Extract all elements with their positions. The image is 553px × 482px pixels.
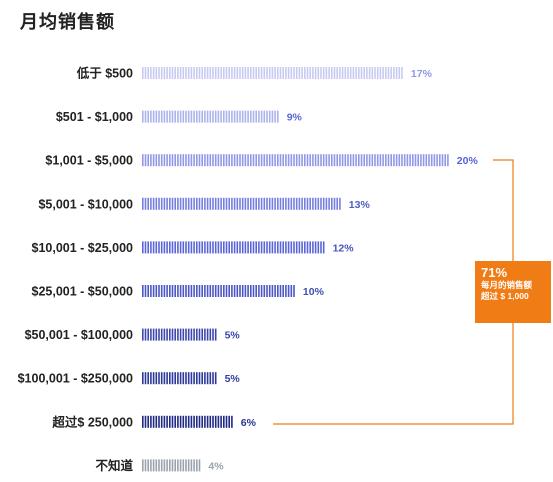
value-label: 17% (411, 68, 433, 80)
category-label: $10,001 - $25,000 (32, 241, 134, 255)
category-label: $25,001 - $50,000 (32, 285, 134, 299)
bar (142, 285, 295, 297)
category-label: $1,001 - $5,000 (45, 154, 133, 168)
value-label: 5% (225, 373, 241, 385)
bar (142, 154, 449, 167)
category-label: $501 - $1,000 (56, 110, 133, 124)
bar (142, 110, 279, 123)
category-label: $100,001 - $250,000 (18, 372, 133, 386)
value-label: 4% (208, 460, 224, 472)
value-label: 13% (349, 199, 371, 211)
bar (142, 241, 325, 254)
bar (142, 67, 403, 79)
callout-text: 每月的销售额超过 $ 1,000 (481, 280, 533, 301)
callout-box: 71% 每月的销售额超过 $ 1,000 (475, 261, 551, 323)
value-label: 6% (241, 417, 257, 429)
value-label: 5% (225, 330, 241, 342)
chart-title: 月均销售额 (20, 12, 115, 32)
value-label: 9% (287, 112, 303, 124)
bar (142, 328, 217, 341)
category-label: $5,001 - $10,000 (38, 197, 133, 211)
bar (142, 372, 217, 385)
category-label: 低于 $500 (76, 66, 133, 81)
bar (142, 415, 233, 428)
value-label: 20% (457, 155, 479, 167)
bar (142, 197, 341, 210)
category-label: $50,001 - $100,000 (25, 328, 133, 342)
value-label: 12% (333, 242, 355, 254)
category-label: 超过$ 250,000 (51, 414, 133, 429)
bar (142, 459, 201, 472)
value-label: 10% (303, 286, 325, 298)
category-label: 不知道 (95, 458, 133, 473)
callout-value: 71% (481, 265, 508, 280)
